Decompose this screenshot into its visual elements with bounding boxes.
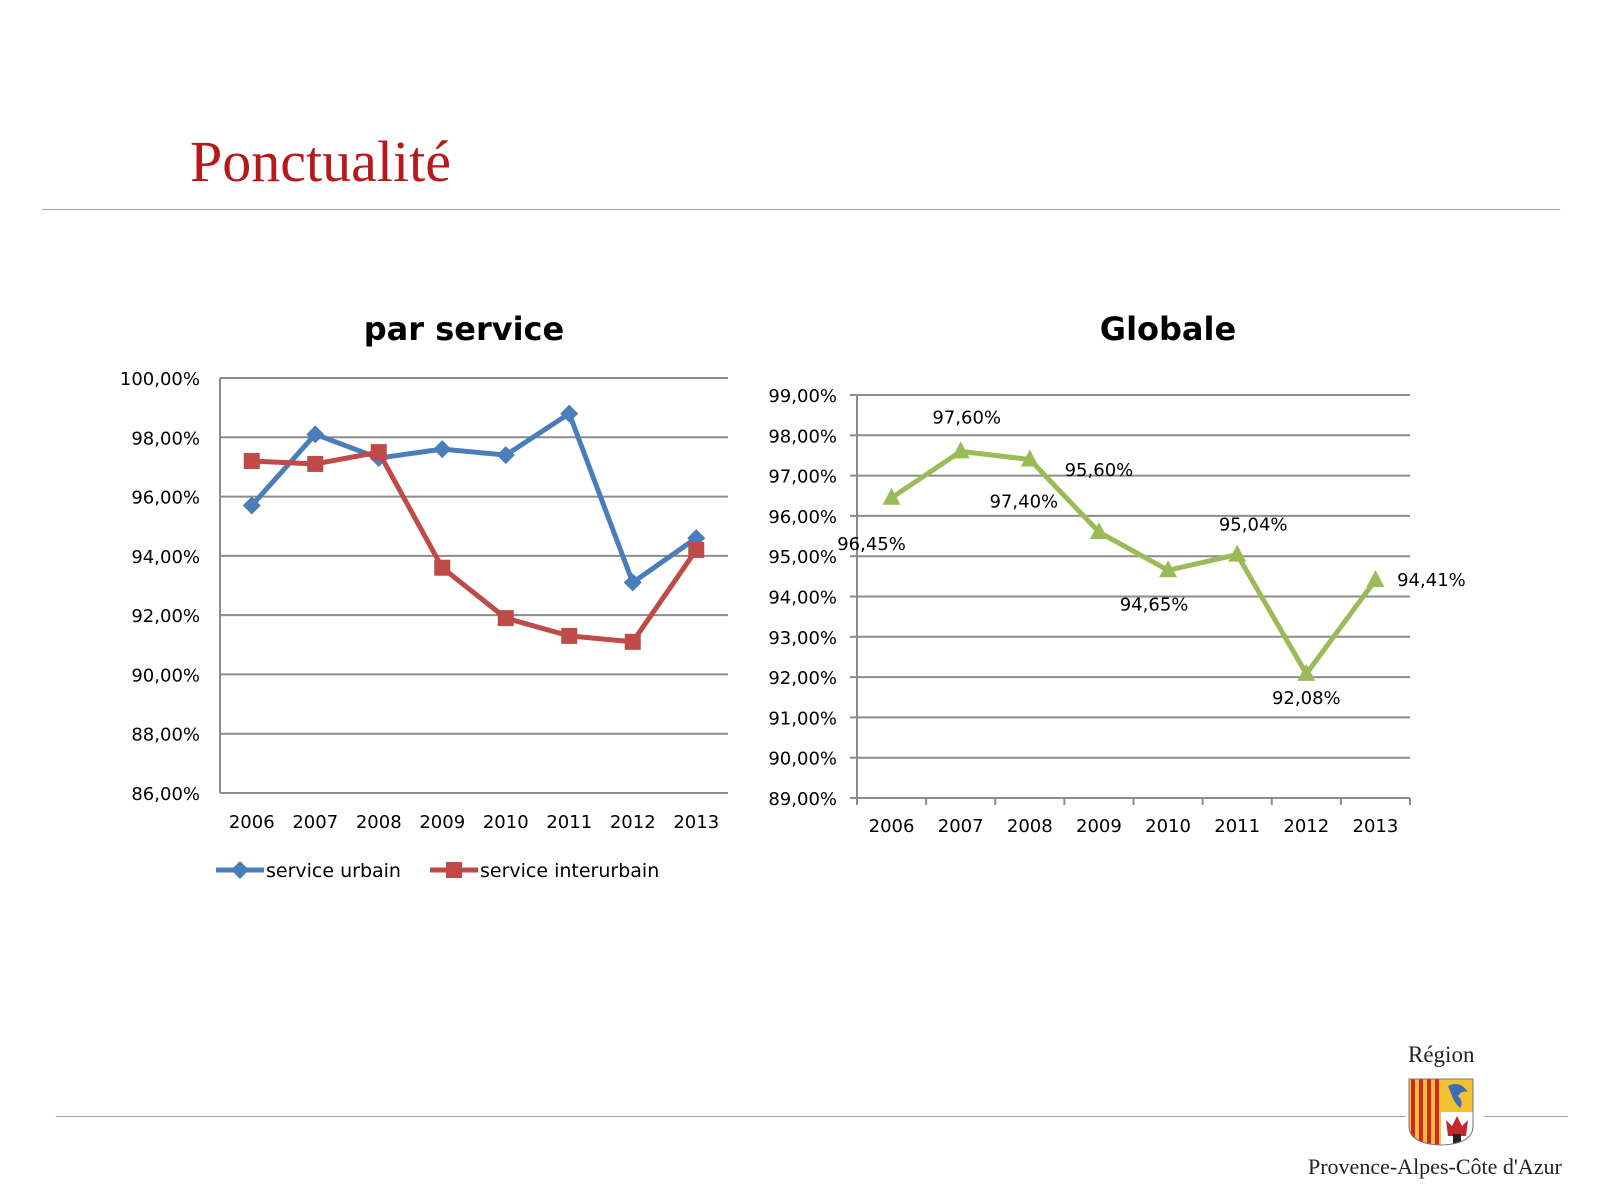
y-tick-label: 99,00% xyxy=(768,386,837,407)
data-point xyxy=(882,487,901,505)
data-point xyxy=(1297,663,1316,681)
y-tick-label: 98,00% xyxy=(131,428,200,449)
data-label: 94,65% xyxy=(1120,594,1189,615)
series-line-globale xyxy=(890,448,1378,677)
y-tick-label: 96,00% xyxy=(131,488,200,509)
region-label: Région xyxy=(1408,1042,1475,1067)
x-tick-label: 2008 xyxy=(356,812,402,833)
data-label: 95,04% xyxy=(1219,515,1288,536)
legend-marker xyxy=(231,861,249,879)
data-label: 94,41% xyxy=(1397,570,1466,591)
x-tick-label: 2013 xyxy=(1353,816,1399,837)
title-divider xyxy=(42,209,1560,210)
data-point xyxy=(243,453,260,469)
chart-title: Globale xyxy=(1100,310,1236,348)
y-tick-label: 86,00% xyxy=(131,784,200,805)
x-tick-label: 2007 xyxy=(938,816,984,837)
region-coat-of-arms-logo xyxy=(1408,1078,1474,1146)
y-tick-label: 90,00% xyxy=(131,665,200,686)
x-tick-label: 2013 xyxy=(673,812,719,833)
data-point xyxy=(623,573,642,592)
data-point xyxy=(1228,544,1247,562)
data-label: 97,60% xyxy=(932,407,1001,428)
data-label: 95,60% xyxy=(1065,460,1134,481)
data-point xyxy=(370,444,387,461)
x-tick-label: 2006 xyxy=(229,812,275,833)
chart-globale: Globale 89,00% 90,00% 91,00% 92,00% 93,00% 94,… xyxy=(768,310,1466,837)
data-point xyxy=(560,404,579,423)
footer-divider-left xyxy=(56,1116,1406,1117)
data-point xyxy=(1089,522,1108,540)
y-tick-label: 89,00% xyxy=(768,789,837,810)
data-label: 97,40% xyxy=(989,491,1058,512)
x-tick-label: 2009 xyxy=(419,812,465,833)
y-tick-label: 88,00% xyxy=(131,725,200,746)
chart-par-service: par service 86,00% 88,00% 90,00% 92,00% 94,00… xyxy=(120,310,728,882)
y-tick-label: 90,00% xyxy=(768,749,837,770)
series-line-2 xyxy=(251,449,699,645)
data-point xyxy=(433,440,452,459)
data-point xyxy=(688,541,705,558)
legend-label: service interurbain xyxy=(480,860,659,882)
data-point xyxy=(496,446,515,465)
data-point xyxy=(434,559,451,576)
data-point xyxy=(242,496,261,515)
y-tick-label: 92,00% xyxy=(131,606,200,627)
legend-label: service urbain xyxy=(266,860,401,882)
y-tick-label: 95,00% xyxy=(768,547,837,568)
y-tick-label: 96,00% xyxy=(768,507,837,528)
x-tick-label: 2006 xyxy=(869,816,915,837)
data-point xyxy=(951,441,970,459)
y-tick-label: 100,00% xyxy=(120,369,200,390)
y-tick-label: 94,00% xyxy=(131,547,200,568)
y-tick-label: 92,00% xyxy=(768,668,837,689)
x-tick-label: 2012 xyxy=(1283,816,1329,837)
x-tick-label: 2010 xyxy=(483,812,529,833)
x-tick-label: 2010 xyxy=(1145,816,1191,837)
y-tick-label: 98,00% xyxy=(768,426,837,447)
x-tick-label: 2009 xyxy=(1076,816,1122,837)
footer-divider-right xyxy=(1484,1116,1568,1117)
y-tick-label: 91,00% xyxy=(768,708,837,729)
slide-title: Ponctualité xyxy=(190,129,451,194)
data-point xyxy=(561,627,578,644)
data-point xyxy=(307,455,324,472)
data-label: 96,45% xyxy=(837,534,906,555)
chart-title: par service xyxy=(364,310,564,348)
data-point xyxy=(306,425,325,444)
data-point xyxy=(497,610,514,627)
legend-marker xyxy=(446,862,462,878)
data-point xyxy=(1366,569,1385,587)
x-tick-label: 2011 xyxy=(546,812,592,833)
x-tick-label: 2011 xyxy=(1214,816,1260,837)
x-tick-label: 2007 xyxy=(292,812,338,833)
x-tick-label: 2008 xyxy=(1007,816,1053,837)
data-point xyxy=(1159,560,1178,578)
y-tick-label: 94,00% xyxy=(768,588,837,609)
y-tick-label: 97,00% xyxy=(768,467,837,488)
data-label: 92,08% xyxy=(1272,688,1341,709)
x-tick-label: 2012 xyxy=(610,812,656,833)
y-tick-label: 93,00% xyxy=(768,628,837,649)
region-name: Provence-Alpes-Côte d'Azur xyxy=(1308,1154,1562,1179)
series-line-1 xyxy=(249,411,698,586)
data-point xyxy=(1020,449,1039,467)
data-point xyxy=(624,633,641,650)
